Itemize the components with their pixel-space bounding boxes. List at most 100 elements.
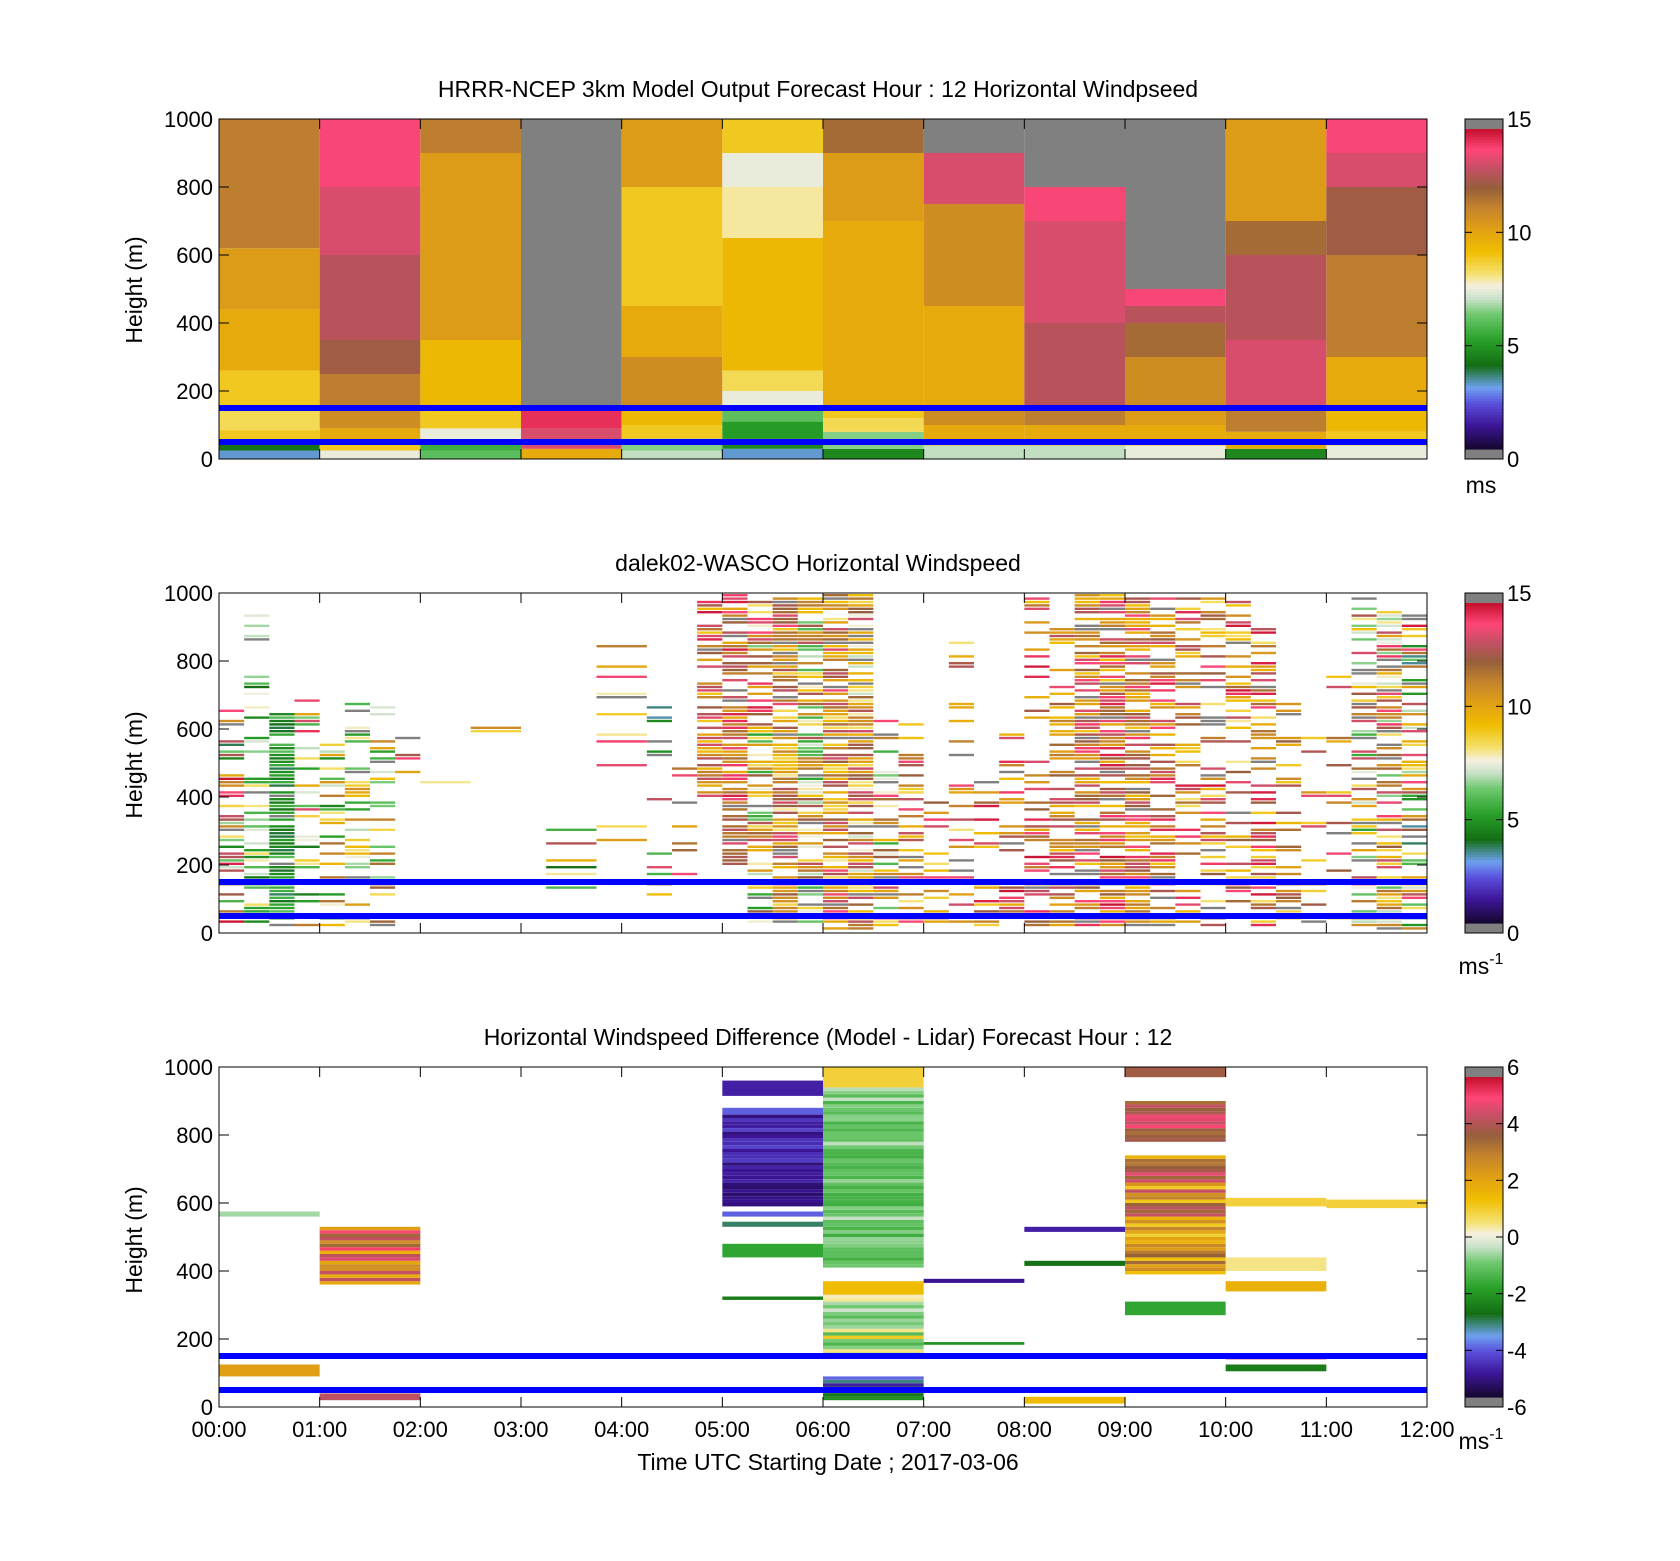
x-tick-label: 05:00 <box>695 1417 750 1442</box>
lidar-gate <box>772 634 798 638</box>
lidar-gate <box>747 611 773 614</box>
colorbar-segment <box>1465 414 1503 418</box>
lidar-gate <box>319 811 345 814</box>
lidar-gate <box>772 889 798 893</box>
lidar-gate <box>1049 685 1075 689</box>
lidar-gate <box>1351 893 1377 896</box>
colorbar-segment <box>1465 1362 1503 1366</box>
colorbar-segment <box>1465 704 1503 708</box>
lidar-gate <box>722 859 748 862</box>
colorbar-segment <box>1465 358 1503 362</box>
lidar-gate <box>244 614 270 617</box>
lidar-gate <box>772 614 798 617</box>
colorbar-segment <box>1465 800 1503 804</box>
lidar-gate <box>898 808 924 811</box>
lidar-gate <box>823 743 849 746</box>
heatmap-cell <box>1326 408 1427 432</box>
colorbar-segment <box>1465 1122 1503 1126</box>
lidar-gate <box>1200 872 1226 876</box>
lidar-gate <box>672 872 698 876</box>
difference-band <box>1125 1223 1226 1227</box>
lidar-gate <box>1099 713 1125 716</box>
colorbar-cap <box>1465 449 1503 459</box>
lidar-gate <box>1049 716 1075 719</box>
lidar-gate <box>1125 597 1151 600</box>
lidar-gate <box>344 852 370 855</box>
colorbar-segment <box>1465 1319 1503 1323</box>
heatmap-cell <box>722 119 823 153</box>
lidar-gate <box>1150 906 1176 910</box>
lidar-gate <box>269 753 295 757</box>
lidar-gate <box>848 662 874 665</box>
lidar-gate <box>747 736 773 740</box>
lidar-gate <box>219 781 245 784</box>
difference-band <box>823 1305 924 1309</box>
lidar-gate <box>722 838 748 842</box>
lidar-gate <box>1024 923 1050 927</box>
colorbar-segment <box>1465 680 1503 684</box>
colorbar-segment <box>1465 613 1503 617</box>
heatmap-cell <box>1125 357 1226 408</box>
lidar-gate <box>219 910 245 913</box>
lidar-gate <box>1049 770 1075 774</box>
lidar-gate <box>1225 719 1251 723</box>
lidar-gate <box>344 787 370 791</box>
lidar-gate <box>1276 845 1302 848</box>
colorbar-segment <box>1465 1237 1503 1241</box>
lidar-gate <box>697 634 723 638</box>
difference-band <box>1125 1264 1226 1268</box>
colorbar-segment <box>1465 1079 1503 1083</box>
difference-band <box>823 1237 924 1241</box>
lidar-gate <box>269 808 295 811</box>
colorbar-segment <box>1465 1263 1503 1267</box>
lidar-gate <box>747 832 773 835</box>
lidar-gate <box>747 849 773 852</box>
lidar-gate <box>848 811 874 814</box>
difference-band <box>823 1260 924 1265</box>
lidar-gate <box>772 791 798 794</box>
y-tick-label: 1000 <box>164 581 213 606</box>
lidar-gate <box>1125 872 1151 876</box>
lidar-gate <box>1401 787 1427 791</box>
lidar-gate <box>898 774 924 777</box>
lidar-gate <box>1074 607 1100 610</box>
heatmap-cell <box>621 450 723 459</box>
lidar-gate <box>269 872 295 876</box>
lidar-gate <box>269 770 295 774</box>
lidar-gate <box>697 611 723 614</box>
lidar-gate <box>596 740 647 743</box>
colorbar-segment <box>1465 1378 1503 1382</box>
lidar-gate <box>1049 719 1075 723</box>
lidar-gate <box>1250 832 1276 835</box>
lidar-gate <box>1125 617 1151 621</box>
lidar-gate <box>1200 849 1226 852</box>
colorbar-segment <box>1465 701 1503 705</box>
lidar-gate <box>1376 624 1402 627</box>
lidar-gate <box>1074 862 1100 865</box>
difference-band <box>823 1186 924 1190</box>
lidar-gate <box>1074 842 1100 845</box>
lidar-gate <box>1074 818 1100 821</box>
lidar-gate <box>1150 835 1176 838</box>
colorbar-segment <box>1465 241 1503 245</box>
lidar-gate <box>823 638 849 641</box>
colorbar-unit-text: ms <box>1459 953 1490 979</box>
difference-band <box>319 1240 421 1244</box>
lidar-gate <box>1074 624 1100 627</box>
lidar-gate <box>244 675 270 678</box>
lidar-gate <box>1099 923 1125 927</box>
colorbar-segment <box>1465 134 1503 138</box>
colorbar-segment <box>1465 688 1503 692</box>
colorbar-segment <box>1465 685 1503 689</box>
lidar-gate <box>722 781 748 784</box>
lidar-gate <box>999 842 1025 845</box>
colorbar-segment <box>1465 249 1503 253</box>
difference-band <box>1024 1396 1125 1404</box>
lidar-gate <box>344 866 370 869</box>
lidar-gate <box>269 842 295 845</box>
lidar-gate <box>747 811 773 814</box>
lidar-gate <box>848 787 874 791</box>
lidar-gate <box>722 600 748 604</box>
lidar-gate <box>848 774 874 777</box>
colorbar-segment <box>1465 1183 1503 1187</box>
